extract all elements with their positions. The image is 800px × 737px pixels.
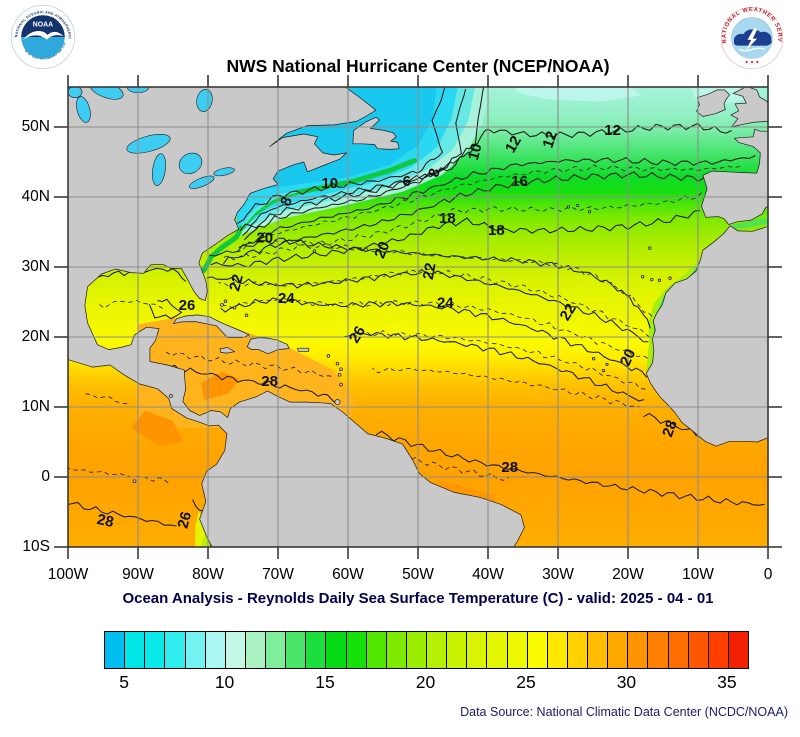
x-axis-label-10W: 10W — [682, 566, 714, 583]
colorbar-tick-label: 20 — [415, 672, 436, 692]
noaa-logo: NATIONAL OCEANIC AND ATMOSPHERIC ADMINIS… — [8, 1, 76, 70]
colorbar-segment-8C — [184, 632, 205, 668]
page-title: NWS National Hurricane Center (NCEP/NOAA… — [226, 56, 610, 76]
x-axis-label-0: 0 — [763, 566, 773, 583]
noaa-wordmark: NOAA — [33, 21, 53, 28]
contour-label: 12 — [540, 129, 561, 150]
x-axis-label-30W: 30W — [542, 566, 574, 583]
x-axis-label-40W: 40W — [472, 566, 504, 583]
nws-lightning-icon — [745, 28, 758, 51]
contour-label: 10 — [321, 175, 338, 192]
colorbar-tick-label: 5 — [119, 672, 129, 692]
map-caption: Ocean Analysis - Reynolds Daily Sea Surf… — [122, 590, 714, 607]
contour-label: 24 — [278, 290, 295, 307]
colorbar-segment-7C — [164, 632, 185, 668]
map-frame — [54, 75, 782, 559]
colorbar-segment-26C — [546, 632, 567, 668]
contour-label: 26 — [179, 297, 196, 314]
colorbar-segment-9C — [204, 632, 225, 668]
contour-label: 12 — [502, 133, 525, 156]
contour-label: 28 — [261, 373, 278, 390]
contour-label: 20 — [371, 239, 393, 261]
colorbar-tick-label: 35 — [717, 672, 737, 692]
colorbar-segment-6C — [144, 632, 165, 668]
colorbar-segment-30C — [627, 632, 648, 668]
x-axis-label-100W: 100W — [47, 566, 89, 583]
colorbar-tick-label: 15 — [315, 672, 335, 692]
x-axis-label-70W: 70W — [262, 566, 294, 583]
colorbar-segment-21C — [446, 632, 467, 668]
colorbar-segment-11C — [244, 632, 265, 668]
colorbar-segment-4C — [105, 632, 125, 668]
colorbar-segment-32C — [667, 632, 688, 668]
colorbar-segment-34C — [707, 632, 728, 668]
y-axis-label-40N: 40N — [21, 187, 50, 205]
colorbar-segment-18C — [385, 632, 406, 668]
colorbar-tick-label: 25 — [516, 672, 536, 692]
colorbar-segment-33C — [687, 632, 708, 668]
contour-label: 20 — [617, 346, 639, 368]
noaa-seagull-icon — [23, 31, 64, 40]
colorbar-segment-15C — [325, 632, 346, 668]
contour-label: 6 — [403, 173, 411, 190]
contour-label: 28 — [95, 511, 115, 531]
colorbar-segment-24C — [506, 632, 527, 668]
contour-label: 18 — [488, 222, 505, 239]
lakes-layer — [68, 87, 235, 189]
colorbar-segment-28C — [587, 632, 608, 668]
colorbar-segment-12C — [265, 632, 286, 668]
contour-label: 22 — [226, 272, 247, 293]
contour-label: 12 — [604, 122, 621, 139]
colorbar-segment-22C — [466, 632, 487, 668]
colorbar-segment-10C — [224, 632, 245, 668]
colorbar-segment-5C — [124, 632, 145, 668]
contour-label: 22 — [420, 262, 440, 281]
colorbar-segment-27C — [566, 632, 587, 668]
contour-label: 10 — [465, 142, 486, 163]
x-axis-label-80W: 80W — [192, 566, 224, 583]
land-layer — [68, 87, 768, 547]
y-axis-label-0: 0 — [41, 467, 50, 485]
nws-stars: ★ ★ ★ — [745, 60, 760, 65]
colorbar-segment-20C — [426, 632, 447, 668]
colorbar-tick-label: 10 — [214, 672, 235, 692]
data-source-note: Data Source: National Climatic Data Cent… — [460, 705, 788, 719]
contour-label: 16 — [511, 173, 528, 190]
contour-label: 18 — [439, 210, 456, 227]
y-axis-label-30N: 30N — [21, 257, 50, 275]
x-axis-label-90W: 90W — [122, 566, 154, 583]
contour-label: 20 — [256, 230, 273, 247]
nws-logo: NATIONAL WEATHER SERVICE★ ★ ★ — [718, 2, 784, 70]
colorbar-segment-13C — [285, 632, 306, 668]
x-axis-label-60W: 60W — [332, 566, 364, 583]
colorbar-segment-23C — [486, 632, 507, 668]
colorbar-segment-29C — [607, 632, 628, 668]
colorbar-segment-35C — [727, 632, 748, 668]
colorbar-tick-label: 30 — [616, 672, 637, 692]
y-axis-label-50N: 50N — [21, 117, 50, 135]
y-axis-label-10N: 10N — [21, 397, 50, 415]
y-axis-label-10S: 10S — [22, 537, 50, 555]
y-axis-label-20N: 20N — [21, 327, 50, 345]
temperature-colorbar — [104, 631, 749, 669]
contour-label: 26 — [174, 510, 195, 531]
colorbar-segment-14C — [305, 632, 326, 668]
contour-label: 22 — [557, 301, 580, 324]
contour-label: 28 — [659, 418, 681, 439]
x-axis-label-20W: 20W — [612, 566, 644, 583]
colorbar-segment-31C — [647, 632, 668, 668]
contour-label: 26 — [346, 323, 369, 346]
colorbar-segment-16C — [345, 632, 366, 668]
colorbar-segment-19C — [405, 632, 426, 668]
x-axis-label-50W: 50W — [402, 566, 434, 583]
grid-lines — [68, 87, 768, 547]
contour-label: 24 — [437, 295, 454, 312]
colorbar-segment-17C — [365, 632, 386, 668]
colorbar-segment-25C — [526, 632, 547, 668]
contour-label: 28 — [501, 459, 518, 476]
